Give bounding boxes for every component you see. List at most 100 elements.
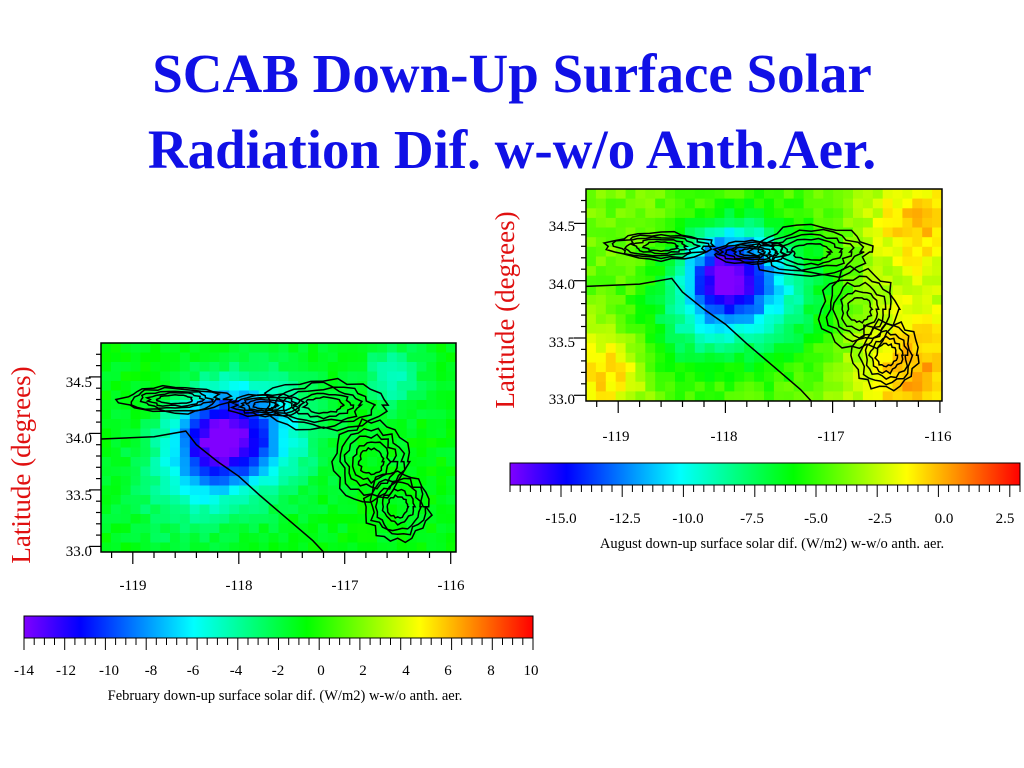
- heatmap-cell: [764, 333, 775, 344]
- heatmap-cell: [882, 198, 894, 209]
- heatmap-cell: [248, 400, 260, 411]
- contour-line: [611, 233, 711, 260]
- heatmap-cell: [694, 266, 706, 277]
- august-colorbar-tick: 0.0: [935, 511, 954, 527]
- heatmap-cell: [793, 333, 805, 344]
- heatmap-cell: [130, 428, 142, 439]
- heatmap-cell: [179, 400, 191, 411]
- heatmap-cell: [902, 189, 913, 200]
- heatmap-cell: [625, 189, 637, 200]
- heatmap-cell: [101, 533, 112, 544]
- heatmap-cell: [209, 533, 220, 544]
- heatmap-cell: [387, 352, 398, 363]
- heatmap-cell: [189, 447, 201, 458]
- heatmap-cell: [645, 381, 656, 392]
- heatmap-cell: [248, 485, 260, 496]
- heatmap-cell: [377, 428, 388, 439]
- heatmap-cell: [665, 198, 676, 209]
- heatmap-cell: [278, 457, 289, 468]
- heatmap-cell: [833, 372, 844, 383]
- heatmap-cell: [773, 266, 785, 277]
- heatmap-cell: [823, 323, 834, 335]
- heatmap-cell: [744, 198, 755, 209]
- heatmap-cell: [179, 381, 191, 392]
- heatmap-cell: [932, 323, 942, 335]
- heatmap-cell: [853, 285, 864, 296]
- heatmap-cell: [130, 447, 142, 458]
- heatmap-cell: [308, 466, 319, 477]
- heatmap-cell: [714, 227, 726, 238]
- contour-line: [155, 393, 193, 405]
- heatmap-cell: [436, 362, 447, 373]
- heatmap-cell: [912, 391, 923, 401]
- heatmap-cell: [278, 533, 289, 544]
- heatmap-cell: [179, 533, 191, 544]
- heatmap-cell: [724, 362, 735, 373]
- heatmap-cell: [219, 447, 230, 458]
- heatmap-cell: [813, 323, 824, 335]
- heatmap-cell: [229, 457, 240, 468]
- heatmap-cell: [882, 314, 894, 325]
- heatmap-cell: [101, 352, 112, 363]
- heatmap-cell: [278, 428, 289, 439]
- heatmap-cell: [704, 352, 716, 363]
- heatmap-cell: [426, 457, 437, 468]
- contour-line: [282, 386, 364, 424]
- heatmap-cell: [684, 362, 696, 373]
- heatmap-cell: [773, 217, 785, 229]
- heatmap-cell: [347, 381, 358, 392]
- heatmap-cell: [684, 189, 696, 200]
- heatmap-cell: [278, 419, 289, 430]
- heatmap-cell: [308, 362, 319, 373]
- heatmap-cell: [396, 523, 408, 534]
- heatmap-cell: [902, 198, 913, 209]
- heatmap-cell: [337, 362, 349, 373]
- heatmap-cell: [773, 352, 785, 363]
- heatmap-cell: [862, 391, 874, 401]
- heatmap-cell: [396, 533, 408, 544]
- heatmap-cell: [635, 323, 646, 335]
- heatmap-cell: [436, 533, 447, 544]
- heatmap-cell: [209, 438, 220, 449]
- heatmap-cell: [754, 217, 765, 229]
- heatmap-cell: [170, 390, 181, 401]
- heatmap-cell: [764, 314, 775, 325]
- heatmap-cell: [209, 400, 220, 411]
- heatmap-cell: [783, 256, 795, 267]
- heatmap-cell: [595, 372, 607, 383]
- heatmap-cell: [199, 409, 211, 420]
- heatmap-cell: [882, 217, 894, 229]
- heatmap-cell: [655, 266, 666, 277]
- heatmap-cell: [308, 457, 319, 468]
- heatmap-cell: [239, 476, 250, 487]
- heatmap-cell: [130, 523, 142, 534]
- heatmap-cell: [347, 457, 358, 468]
- heatmap-cell: [714, 333, 726, 344]
- heatmap-cell: [665, 362, 676, 373]
- heatmap-cell: [912, 246, 923, 257]
- heatmap-cell: [665, 256, 676, 267]
- heatmap-cell: [179, 438, 191, 449]
- heatmap-cell: [209, 514, 220, 525]
- heatmap-cell: [288, 409, 299, 420]
- heatmap-cell: [219, 419, 230, 430]
- heatmap-cell: [872, 304, 884, 315]
- heatmap-cell: [833, 314, 844, 325]
- heatmap-cell: [367, 457, 378, 468]
- heatmap-cell: [764, 189, 775, 200]
- heatmap-cell: [853, 304, 864, 315]
- heatmap-cell: [446, 514, 456, 525]
- heatmap-cell: [367, 514, 378, 525]
- heatmap-cell: [655, 208, 666, 219]
- heatmap-cell: [843, 295, 854, 306]
- heatmap-cell: [209, 542, 220, 552]
- heatmap-cell: [150, 362, 161, 373]
- heatmap-cell: [101, 390, 112, 401]
- heatmap-cell: [268, 514, 280, 525]
- heatmap-cell: [724, 227, 735, 238]
- contour-line: [227, 393, 306, 418]
- heatmap-cell: [278, 504, 289, 515]
- heatmap-cell: [833, 217, 844, 229]
- heatmap-cell: [625, 208, 637, 219]
- heatmap-cell: [101, 362, 112, 373]
